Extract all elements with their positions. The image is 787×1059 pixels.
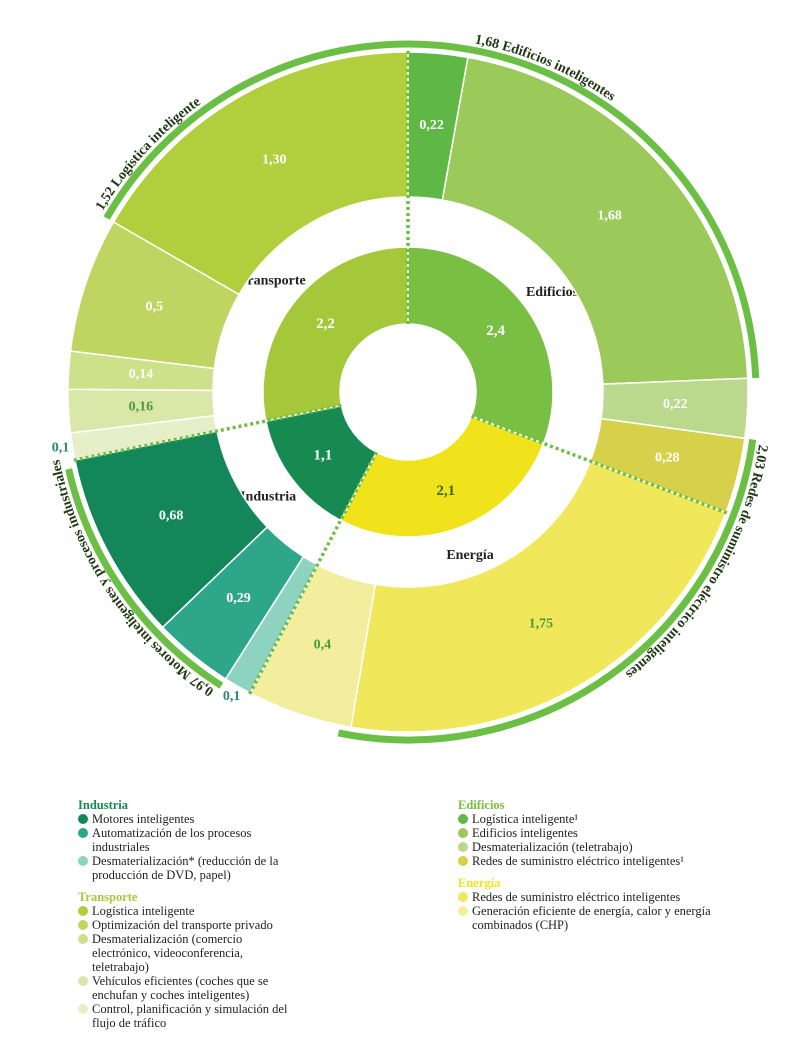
legend-label: Vehículos eficientes (coches que se ench… — [92, 974, 269, 1002]
outer-value-label: 1,30 — [262, 153, 287, 168]
legend-item: Desmaterialización* (reducción de la pro… — [78, 854, 293, 882]
outer-segment — [350, 460, 727, 733]
outer-value-label: 0,4 — [314, 638, 332, 653]
outer-value-label: 0,16 — [129, 399, 154, 414]
legend-swatch — [458, 828, 468, 838]
group-divider — [70, 403, 342, 463]
annotation-arc — [103, 40, 470, 220]
outer-value-label: 0,28 — [655, 450, 680, 465]
legend-swatch — [78, 856, 88, 866]
legend-label: Generación eficiente de energía, calor y… — [472, 904, 711, 932]
group-divider — [470, 414, 731, 516]
legend-label: Automatización de los procesos industria… — [92, 826, 252, 854]
legend-item: Motores inteligentes — [78, 812, 293, 826]
legend-item: Desmaterialización (teletrabajo) — [458, 840, 738, 854]
group-label: Energía — [446, 548, 493, 563]
inner-segment — [339, 415, 545, 538]
group-label: Edificios — [526, 285, 579, 300]
outer-value-label: 0,5 — [146, 300, 164, 315]
legend-swatch — [78, 814, 88, 824]
legend-swatch — [458, 892, 468, 902]
annotation-arc — [468, 46, 760, 379]
outer-value-label: 1,68 — [597, 208, 622, 223]
legend-title: Energía — [458, 876, 501, 890]
outer-value-label: 0,29 — [226, 591, 251, 606]
inner-segment — [262, 246, 409, 422]
legend-label: Desmaterialización (teletrabajo) — [472, 840, 633, 854]
inner-value-label: 2,2 — [316, 316, 335, 332]
legend-item: Redes de suministro eléctrico inteligent… — [458, 854, 738, 868]
legend-title: Industria — [78, 798, 129, 812]
legend-swatch — [78, 828, 88, 838]
legend-swatch — [458, 814, 468, 824]
group-divider — [246, 451, 378, 698]
legend-label: Redes de suministro eléctrico inteligent… — [472, 890, 681, 904]
inner-segment — [407, 246, 554, 445]
annotation-arc — [65, 468, 224, 689]
legend-label: Optimización del transporte privado — [92, 918, 273, 932]
legend-label: Logística inteligente¹ — [472, 812, 579, 826]
inner-value-label: 2,4 — [486, 323, 505, 339]
outer-value-label: 0,1 — [52, 441, 70, 456]
chart: 2,4 Edificios 0,22 1,68 0,22 0,28 2,1 Energía 1,… — [49, 33, 770, 744]
legend-label: Redes de suministro eléctrico inteligent… — [472, 854, 685, 868]
outer-value-label: 0,1 — [223, 689, 241, 704]
outer-value-label: 0,22 — [419, 118, 444, 133]
legend-label: Desmaterialización* (reducción de la pro… — [92, 854, 279, 882]
outer-value-label: 0,68 — [159, 508, 184, 523]
group-label: Industria — [240, 489, 296, 504]
outer-value-label: 0,14 — [129, 367, 154, 382]
legend-title: Transporte — [78, 890, 138, 904]
group-label: Transporte — [239, 274, 306, 289]
legend-swatch — [78, 934, 88, 944]
legend: Edificios Logística inteligente¹ Edificios… — [458, 790, 738, 932]
legend-swatch — [78, 976, 88, 986]
legend-swatch — [78, 1004, 88, 1014]
legend-item: Control, planificación y simulación del … — [78, 1002, 293, 1030]
legend-swatch — [458, 856, 468, 866]
legend-item: Edificios inteligentes — [458, 826, 738, 840]
legend-label: Control, planificación y simulación del … — [92, 1002, 288, 1030]
outer-segment — [441, 56, 749, 385]
legend-swatch — [78, 920, 88, 930]
legend-item: Automatización de los procesos industria… — [78, 826, 293, 854]
legend-label: Logística inteligente — [92, 904, 195, 918]
legend-item: Redes de suministro eléctrico inteligent… — [458, 890, 738, 904]
outer-value-label: 0,22 — [663, 397, 688, 412]
annotation-arc — [337, 439, 757, 744]
legend-swatch — [458, 842, 468, 852]
legend-item: Desmaterialización (comercio electrónico… — [78, 932, 293, 974]
legend-title: Edificios — [458, 798, 505, 812]
legend-item: Generación eficiente de energía, calor y… — [458, 904, 738, 932]
legend-item: Vehículos eficientes (coches que se ench… — [78, 974, 293, 1002]
outer-value-label: 1,75 — [529, 616, 554, 631]
inner-value-label: 2,1 — [436, 483, 455, 499]
legend-item: Optimización del transporte privado — [78, 918, 293, 932]
legend-label: Desmaterialización (comercio electrónico… — [92, 932, 243, 974]
inner-value-label: 1,1 — [313, 447, 332, 463]
legend: Industria Motores inteligentes Automatizac… — [78, 790, 293, 1030]
outer-segment — [112, 51, 409, 296]
legend-swatch — [458, 906, 468, 916]
legend-label: Motores inteligentes — [92, 812, 195, 826]
legend-swatch — [78, 906, 88, 916]
legend-item: Logística inteligente — [78, 904, 293, 918]
legend-label: Edificios inteligentes — [472, 826, 578, 840]
legend-item: Logística inteligente¹ — [458, 812, 738, 826]
